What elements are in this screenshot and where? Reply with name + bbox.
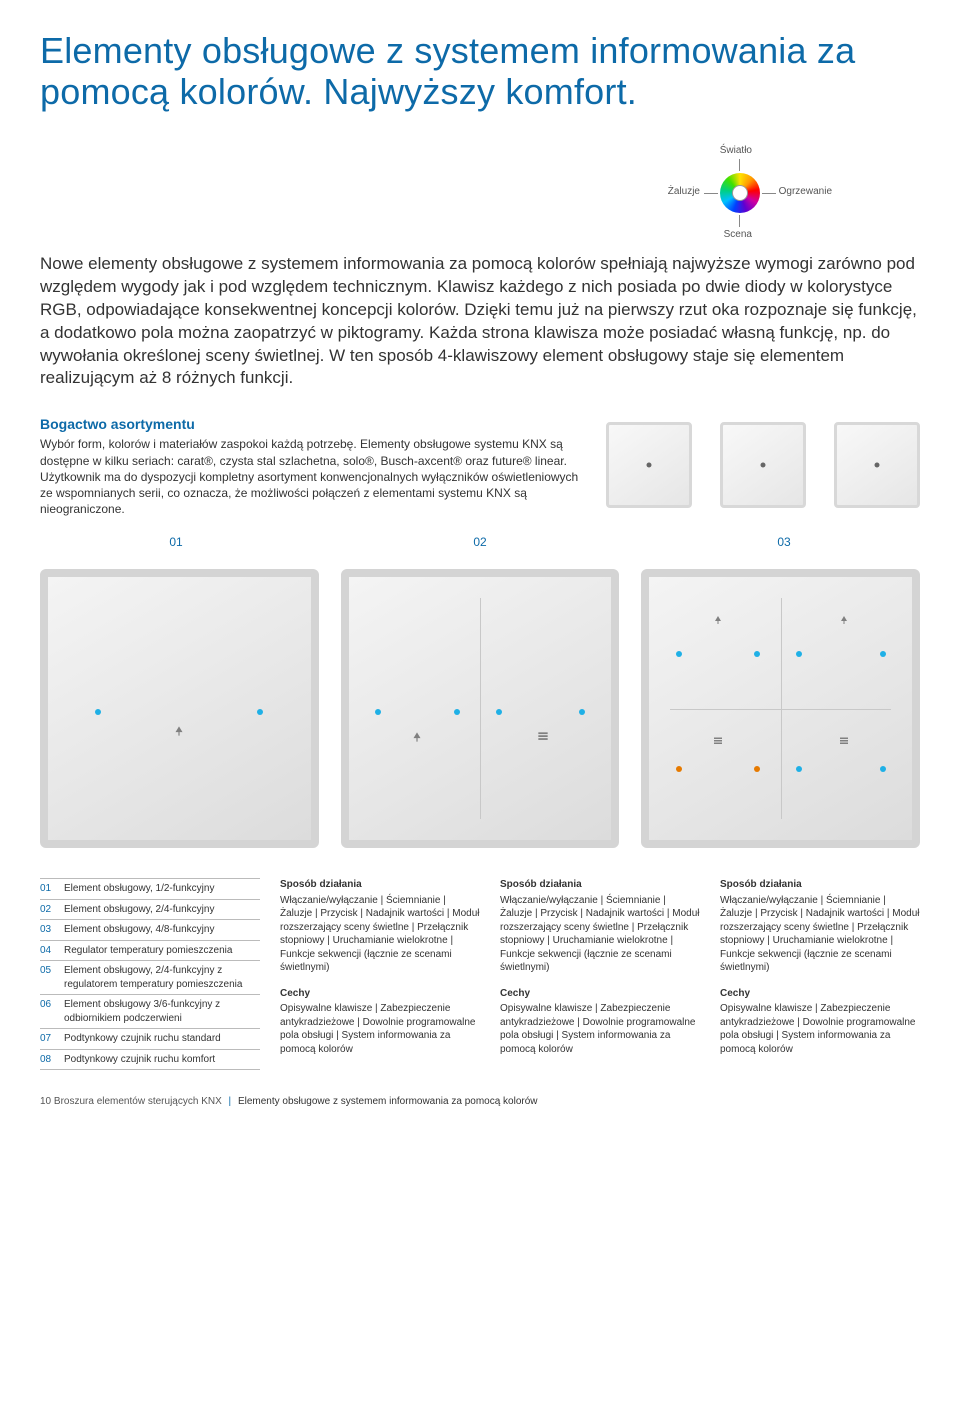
lamp-icon xyxy=(712,614,724,626)
legend-list: 01Element obsługowy, 1/2-funkcyjny 02Ele… xyxy=(40,878,260,1070)
diagram-label-top: Światło xyxy=(720,145,752,156)
desc-text: Opisywalne klawisze | Zabezpieczenie ant… xyxy=(500,1002,700,1056)
desc-heading: Cechy xyxy=(500,987,700,1001)
footer-part-b: Elementy obsługowe z systemem informowan… xyxy=(238,1096,538,1107)
blinds-icon xyxy=(712,735,724,747)
desc-text: Opisywalne klawisze | Zabezpieczenie ant… xyxy=(280,1002,480,1056)
desc-text: Włączanie/wyłączanie | Ściemnianie | Żal… xyxy=(500,894,700,975)
thumb-small-1 xyxy=(606,422,692,508)
lamp-icon xyxy=(838,614,850,626)
legend-row: 03Element obsługowy, 4/8-funkcyjny xyxy=(40,920,260,941)
intro-paragraph: Nowe elementy obsługowe z systemem infor… xyxy=(40,253,920,391)
page-title: Elementy obsługowe z systemem informowan… xyxy=(40,30,920,113)
assortment-heading: Bogactwo asortymentu xyxy=(40,416,586,432)
color-wheel-icon xyxy=(720,173,760,213)
thumb-numbers: 01 02 03 xyxy=(40,535,920,549)
lamp-icon xyxy=(410,730,424,744)
thumb-num-3: 03 xyxy=(648,535,920,549)
legend-row: 04Regulator temperatury pomieszczenia xyxy=(40,941,260,962)
page-footer: 10 Broszura elementów sterujących KNX | … xyxy=(40,1096,920,1107)
diagram-label-left: Żaluzje xyxy=(668,186,700,197)
product-images-row xyxy=(40,569,920,848)
desc-heading: Sposób działania xyxy=(280,878,480,892)
desc-col-1: Sposób działania Włączanie/wyłączanie | … xyxy=(280,878,480,1070)
thumb-num-1: 01 xyxy=(40,535,312,549)
desc-heading: Cechy xyxy=(720,987,920,1001)
color-concept-diagram: Światło Żaluzje Ogrzewanie Scena xyxy=(40,153,920,243)
diagram-label-bottom: Scena xyxy=(724,229,752,240)
legend-row: 02Element obsługowy, 2/4-funkcyjny xyxy=(40,900,260,921)
desc-text: Włączanie/wyłączanie | Ściemnianie | Żal… xyxy=(720,894,920,975)
blinds-icon xyxy=(536,730,550,744)
product-image-3 xyxy=(641,569,920,848)
thumb-num-2: 02 xyxy=(344,535,616,549)
thumb-small-2 xyxy=(720,422,806,508)
footer-page: 10 xyxy=(40,1096,51,1107)
small-thumbnails xyxy=(606,416,920,517)
thumb-small-3 xyxy=(834,422,920,508)
diagram-label-right: Ogrzewanie xyxy=(779,186,832,197)
legend-row: 05Element obsługowy, 2/4-funkcyjny z reg… xyxy=(40,961,260,995)
assortment-body: Wybór form, kolorów i materiałów zaspoko… xyxy=(40,436,586,517)
product-image-1 xyxy=(40,569,319,848)
separator-icon: | xyxy=(229,1096,232,1107)
desc-heading: Sposób działania xyxy=(500,878,700,892)
desc-text: Włączanie/wyłączanie | Ściemnianie | Żal… xyxy=(280,894,480,975)
desc-col-2: Sposób działania Włączanie/wyłączanie | … xyxy=(500,878,700,1070)
legend-row: 07Podtynkowy czujnik ruchu standard xyxy=(40,1029,260,1050)
footer-part-a: Broszura elementów sterujących KNX xyxy=(54,1096,222,1107)
legend-row: 06Element obsługowy 3/6-funkcyjny z odbi… xyxy=(40,995,260,1029)
desc-col-3: Sposób działania Włączanie/wyłączanie | … xyxy=(720,878,920,1070)
product-image-2 xyxy=(341,569,620,848)
desc-text: Opisywalne klawisze | Zabezpieczenie ant… xyxy=(720,1002,920,1056)
legend-row: 08Podtynkowy czujnik ruchu komfort xyxy=(40,1050,260,1071)
desc-heading: Sposób działania xyxy=(720,878,920,892)
desc-heading: Cechy xyxy=(280,987,480,1001)
blinds-icon xyxy=(838,735,850,747)
lamp-icon xyxy=(172,724,186,738)
legend-row: 01Element obsługowy, 1/2-funkcyjny xyxy=(40,878,260,900)
